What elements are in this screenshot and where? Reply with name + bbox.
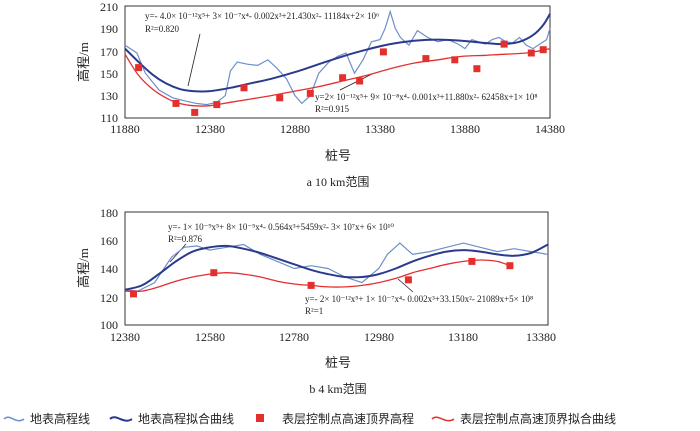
x-tick-label: 12380 xyxy=(195,122,225,136)
chart-a-surface-elevation-line xyxy=(124,9,551,106)
chart-a-control-point-marker xyxy=(451,56,459,64)
x-tick-label: 12580 xyxy=(195,330,225,344)
chart-a-control-point-marker xyxy=(191,108,199,116)
legend-label: 表层控制点高速顶界拟合曲线 xyxy=(460,411,616,426)
y-tick-label: 160 xyxy=(100,234,118,248)
chart-b-control-fit-r2: R²=1 xyxy=(305,306,323,316)
legend-item-surface-fit: 地表高程拟合曲线 xyxy=(109,411,234,426)
chart-a-control-fit-equation: y=2× 10⁻¹²x⁵+ 9× 10⁻⁸x⁴- 0.001x³+11.880x… xyxy=(315,92,538,102)
legend-item-surface: 地表高程线 xyxy=(3,411,90,426)
legend-swatch-control-fit-line xyxy=(431,416,455,422)
y-tick-label: 140 xyxy=(100,262,118,276)
chart-b-caption: b 4 km范围 xyxy=(309,382,366,396)
y-tick-label: 120 xyxy=(100,291,118,305)
chart-b-control-point-marker xyxy=(130,290,137,298)
x-tick-label: 13880 xyxy=(450,122,480,136)
legend: 地表高程线 地表高程拟合曲线 表层控制点高速顶界高程 表层控制点高速顶界拟合曲线 xyxy=(3,411,616,426)
y-tick-label: 180 xyxy=(100,206,118,220)
chart-a-caption: a 10 km范围 xyxy=(307,175,370,189)
chart-a-y-ticks: 210 190 170 150 130 110 xyxy=(100,0,118,125)
chart-b-surface-fit-curve xyxy=(124,243,549,291)
x-tick-label: 13380 xyxy=(365,122,395,136)
y-tick-label: 130 xyxy=(100,89,118,103)
y-tick-label: 150 xyxy=(100,67,118,81)
chart-b-x-ticks: 12380 12580 12780 12980 13180 13380 xyxy=(110,330,556,344)
chart-a-control-point-marker xyxy=(276,94,284,102)
x-tick-label: 13180 xyxy=(448,330,478,344)
y-tick-label: 170 xyxy=(100,45,118,59)
chart-b-control-fit-curve xyxy=(124,259,511,293)
chart-a-x-axis-title: 桩号 xyxy=(325,148,351,163)
chart-a-plot-frame xyxy=(124,5,551,119)
chart-a-control-point-marker xyxy=(240,84,248,92)
chart-a-control-point-marker xyxy=(306,89,314,97)
x-tick-label: 12880 xyxy=(280,122,310,136)
chart-a-surface-fit-curve xyxy=(124,13,551,93)
legend-label: 地表高程拟合曲线 xyxy=(138,411,234,426)
chart-a-control-annotation-arrow xyxy=(339,73,373,91)
chart-b-surface-annotation-arrow xyxy=(169,243,187,263)
chart-b-y-axis-title: 高程/m xyxy=(76,248,91,288)
chart-a-control-fit-r2: R²=0.915 xyxy=(315,104,350,114)
chart-a-control-point-marker xyxy=(422,55,430,63)
y-tick-label: 100 xyxy=(100,318,118,332)
chart-b-plot-frame xyxy=(124,211,549,326)
chart-b-plot-area xyxy=(124,242,549,298)
y-tick-label: 210 xyxy=(100,0,118,14)
x-tick-label: 12780 xyxy=(279,330,309,344)
legend-swatch-surface-line xyxy=(3,416,25,422)
chart-a-control-point-marker xyxy=(356,77,364,85)
chart-b-surface-fit-r2: R²=0.876 xyxy=(168,234,203,244)
chart-a-x-ticks: 11880 12380 12880 13380 13880 14380 xyxy=(110,122,565,136)
x-tick-label: 11880 xyxy=(110,122,140,136)
x-tick-label: 12380 xyxy=(110,330,140,344)
legend-item-control-points: 表层控制点高速顶界高程 xyxy=(256,411,414,426)
legend-label: 表层控制点高速顶界高程 xyxy=(282,411,414,426)
chart-b: 180 160 140 120 100 12380 12580 12780 12… xyxy=(76,206,556,396)
chart-a-control-point-marker xyxy=(172,99,180,107)
chart-b-surface-elevation-line xyxy=(124,242,549,292)
chart-b-y-ticks: 180 160 140 120 100 xyxy=(100,206,118,332)
chart-b-control-point-marker xyxy=(506,262,514,270)
chart-b-control-point-marker xyxy=(468,257,476,265)
chart-a: 210 190 170 150 130 110 11880 12380 1288… xyxy=(76,0,565,189)
chart-a-plot-area xyxy=(124,9,551,116)
y-tick-label: 190 xyxy=(100,22,118,36)
chart-a-surface-annotation-arrow xyxy=(187,33,201,87)
legend-swatch-surface-fit-line xyxy=(109,416,133,422)
legend-item-control-fit: 表层控制点高速顶界拟合曲线 xyxy=(431,411,616,426)
chart-b-x-axis-title: 桩号 xyxy=(325,355,351,370)
x-tick-label: 12980 xyxy=(364,330,394,344)
x-tick-label: 14380 xyxy=(535,122,565,136)
x-tick-label: 13380 xyxy=(526,330,556,344)
chart-b-surface-fit-equation: y=- 1× 10⁻⁹x⁵+ 8× 10⁻⁵x⁴- 0.564x³+5459x²… xyxy=(168,222,394,232)
y-tick-label: 110 xyxy=(100,111,118,125)
chart-a-control-point-marker xyxy=(500,40,508,48)
chart-b-control-point-marker xyxy=(210,269,218,277)
legend-swatch-control-marker xyxy=(256,414,264,422)
chart-a-control-point-marker xyxy=(379,48,387,56)
chart-b-control-annotation-arrow xyxy=(397,278,414,293)
chart-b-control-fit-equation: y=- 2× 10⁻¹²x⁵+ 1× 10⁻⁷x⁴- 0.002x³+33.15… xyxy=(305,294,533,304)
chart-a-surface-fit-equation: y=- 4.0× 10⁻¹²x⁵+ 3× 10⁻⁷x⁴- 0.002x³+21.… xyxy=(145,11,379,21)
chart-a-control-point-marker xyxy=(473,65,481,73)
chart-a-surface-fit-r2: R²=0.820 xyxy=(145,24,180,34)
chart-a-control-point-marker xyxy=(135,64,143,72)
chart-a-y-axis-title: 高程/m xyxy=(76,42,91,82)
legend-label: 地表高程线 xyxy=(30,411,90,426)
chart-a-control-fit-curve xyxy=(124,47,551,107)
chart-a-control-point-marker xyxy=(339,74,347,82)
chart-b-control-point-marker xyxy=(404,276,412,284)
